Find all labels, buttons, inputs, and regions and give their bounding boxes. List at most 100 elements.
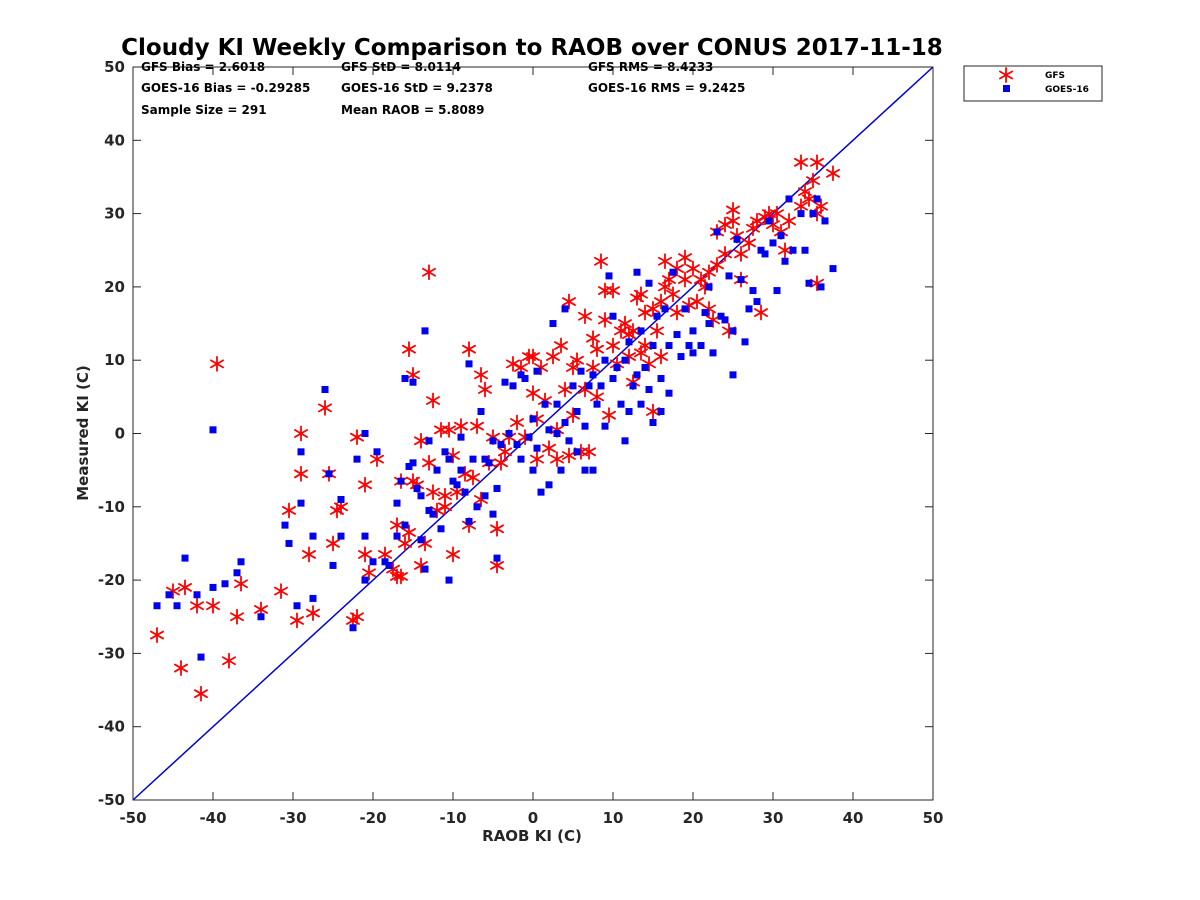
goes16-point-106 — [601, 356, 609, 364]
gfs-point-29 — [362, 564, 376, 581]
gfs-point-164 — [782, 213, 796, 229]
gfs-point-63 — [470, 418, 484, 435]
gfs-point-110-stroke-2 — [610, 359, 624, 369]
goes16-point-164 — [785, 195, 793, 203]
goes16-point-161 — [773, 287, 781, 295]
gfs-point-49-stroke-2 — [426, 487, 440, 497]
gfs-point-172-stroke-2 — [810, 278, 824, 288]
goes16-point-29 — [369, 558, 377, 566]
gfs-point-79 — [526, 348, 540, 365]
gfs-point-18-stroke-2 — [306, 608, 320, 618]
gfs-point-103-stroke-2 — [590, 392, 604, 402]
x-tick-label-2: -30 — [279, 809, 306, 827]
y-tick-label-1: -40 — [98, 718, 125, 736]
goes16-point-158 — [761, 250, 769, 258]
goes16-point-173 — [829, 265, 837, 273]
goes16-point-157 — [757, 246, 765, 254]
gfs-point-102-stroke-2 — [590, 344, 604, 354]
gfs-point-35 — [394, 568, 408, 585]
gfs-point-15-stroke-2 — [294, 429, 308, 438]
gfs-point-85 — [542, 440, 556, 457]
goes16-point-72 — [501, 378, 509, 386]
gfs-point-55-stroke-2 — [446, 550, 460, 559]
goes16-point-73 — [505, 430, 513, 437]
goes16-point-172 — [821, 217, 829, 225]
goes16-point-152 — [737, 276, 745, 284]
x-tick-label-3: -20 — [359, 809, 386, 827]
gfs-point-3-stroke-2 — [178, 583, 192, 592]
gfs-point-47 — [422, 454, 436, 471]
goes16-point-64 — [481, 455, 489, 463]
gfs-point-131 — [666, 286, 680, 303]
gfs-point-112 — [618, 315, 632, 332]
gfs-point-163 — [778, 242, 792, 259]
goes16-point-9 — [233, 569, 241, 577]
goes16-point-87 — [545, 426, 553, 434]
goes16-point-125 — [649, 342, 657, 350]
goes16-point-155 — [749, 287, 757, 295]
gfs-point-127-stroke-2 — [654, 297, 668, 306]
gfs-point-39-stroke-2 — [402, 528, 416, 537]
goes16-point-80 — [529, 415, 537, 423]
goes16-point-132 — [665, 342, 673, 350]
y-tick-label-0: -50 — [98, 791, 125, 809]
goes16-point-122 — [641, 364, 649, 372]
goes16-point-105 — [597, 382, 605, 390]
stat-goes16-rms: GOES-16 RMS = 9.2425 — [588, 81, 745, 95]
goes16-point-124 — [645, 386, 653, 394]
goes16-point-143 — [705, 320, 713, 328]
gfs-point-165-stroke-2 — [794, 201, 808, 211]
gfs-point-144-stroke-2 — [710, 260, 724, 270]
gfs-point-174 — [826, 165, 840, 182]
goes16-point-98 — [577, 367, 585, 375]
goes16-point-60 — [465, 517, 473, 525]
gfs-point-164-stroke-2 — [782, 216, 796, 226]
gfs-point-141-stroke-2 — [702, 267, 716, 277]
gfs-point-161 — [770, 205, 784, 222]
gfs-point-17-stroke-2 — [302, 550, 316, 559]
goes16-point-13 — [281, 521, 289, 529]
gfs-point-106 — [598, 311, 612, 328]
gfs-point-53-stroke-2 — [438, 502, 452, 512]
gfs-point-9-stroke-2 — [230, 612, 244, 622]
gfs-point-135-stroke-2 — [678, 253, 692, 262]
gfs-point-104-stroke-2 — [594, 256, 608, 266]
gfs-point-2 — [174, 660, 188, 676]
gfs-point-102 — [590, 341, 604, 358]
gfs-point-133 — [670, 304, 684, 321]
gfs-point-42-stroke-2 — [410, 480, 424, 490]
gfs-point-79-stroke-2 — [526, 352, 540, 361]
goes16-point-41 — [413, 484, 421, 492]
x-tick-label-9: 40 — [843, 809, 864, 827]
gfs-point-107 — [602, 407, 616, 424]
goes16-point-115 — [625, 338, 633, 346]
goes16-point-162 — [777, 232, 785, 240]
gfs-point-108 — [606, 282, 620, 299]
gfs-point-71-stroke-2 — [494, 458, 508, 468]
gfs-point-38-stroke-2 — [402, 344, 416, 354]
goes16-point-5 — [197, 653, 205, 661]
gfs-point-126 — [654, 348, 668, 365]
goes16-point-154 — [745, 305, 753, 313]
gfs-point-101 — [586, 330, 600, 347]
gfs-point-127 — [654, 293, 668, 310]
gfs-point-72-stroke-2 — [498, 447, 512, 457]
goes16-point-171 — [817, 283, 825, 291]
stat-mean-raob: Mean RAOB = 5.8089 — [341, 103, 485, 117]
goes16-point-19 — [321, 386, 329, 394]
gfs-point-154 — [742, 235, 756, 251]
stat-gfs-bias: GFS Bias = 2.6018 — [141, 60, 265, 74]
stats-block: GFS Bias = 2.6018 GFS StD = 8.0114 GFS R… — [141, 60, 745, 117]
goes16-point-91 — [557, 466, 565, 474]
goes16-point-63 — [477, 408, 485, 416]
goes16-point-67 — [489, 437, 497, 445]
gfs-point-60 — [462, 341, 476, 358]
gfs-point-131-stroke-2 — [666, 289, 680, 299]
gfs-point-40-stroke-2 — [406, 370, 420, 380]
gfs-point-58 — [454, 418, 468, 435]
stat-goes16-std: GOES-16 StD = 9.2378 — [341, 81, 493, 95]
goes16-point-34 — [393, 532, 401, 540]
gfs-point-46 — [422, 264, 436, 281]
gfs-point-58-stroke-2 — [454, 421, 468, 431]
